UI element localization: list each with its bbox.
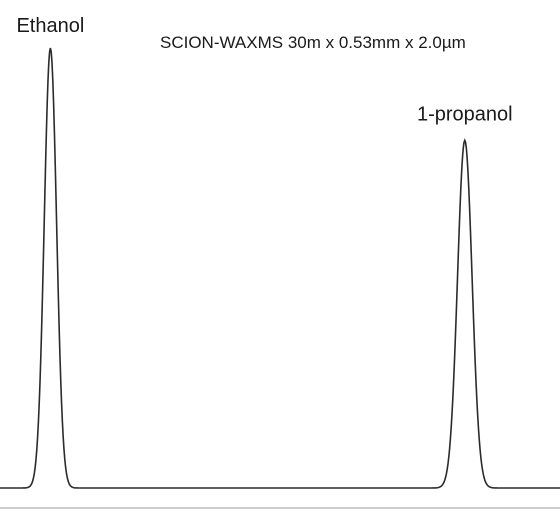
chromatogram-trace <box>0 47 560 489</box>
peak-label-ethanol: Ethanol <box>16 15 84 37</box>
column-spec-label: SCION-WAXMS 30m x 0.53mm x 2.0µm <box>160 33 466 52</box>
peak-labels: Ethanol 1-propanol <box>16 15 512 125</box>
peak-label-1-propanol: 1-propanol <box>417 103 513 125</box>
